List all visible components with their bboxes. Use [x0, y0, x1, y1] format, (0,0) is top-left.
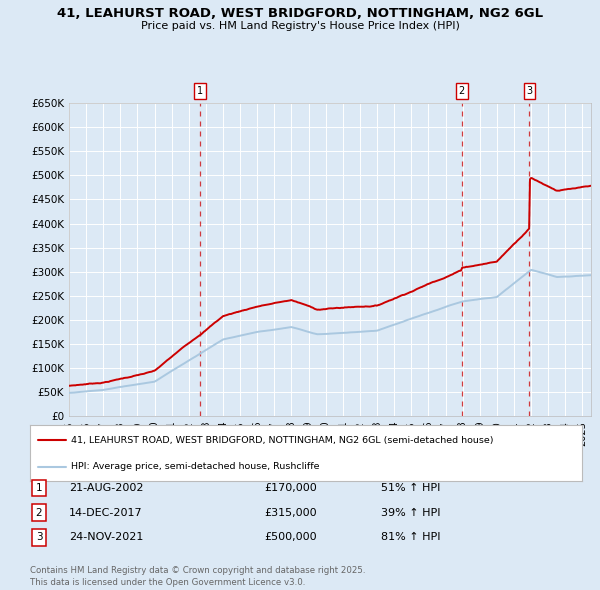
Text: HPI: Average price, semi-detached house, Rushcliffe: HPI: Average price, semi-detached house,…: [71, 463, 320, 471]
Text: 21-AUG-2002: 21-AUG-2002: [69, 483, 143, 493]
Text: 24-NOV-2021: 24-NOV-2021: [69, 533, 143, 542]
Text: 41, LEAHURST ROAD, WEST BRIDGFORD, NOTTINGHAM, NG2 6GL (semi-detached house): 41, LEAHURST ROAD, WEST BRIDGFORD, NOTTI…: [71, 436, 494, 445]
Text: £315,000: £315,000: [264, 508, 317, 517]
Text: Contains HM Land Registry data © Crown copyright and database right 2025.
This d: Contains HM Land Registry data © Crown c…: [30, 566, 365, 587]
Text: 2: 2: [35, 508, 43, 517]
Text: 41, LEAHURST ROAD, WEST BRIDGFORD, NOTTINGHAM, NG2 6GL: 41, LEAHURST ROAD, WEST BRIDGFORD, NOTTI…: [57, 7, 543, 20]
Text: 51% ↑ HPI: 51% ↑ HPI: [381, 483, 440, 493]
Text: £500,000: £500,000: [264, 533, 317, 542]
Text: 1: 1: [197, 86, 203, 96]
Text: 3: 3: [35, 533, 43, 542]
Text: Price paid vs. HM Land Registry's House Price Index (HPI): Price paid vs. HM Land Registry's House …: [140, 21, 460, 31]
Text: £170,000: £170,000: [264, 483, 317, 493]
Text: 2: 2: [458, 86, 465, 96]
Text: 81% ↑ HPI: 81% ↑ HPI: [381, 533, 440, 542]
Text: 3: 3: [526, 86, 532, 96]
Text: 39% ↑ HPI: 39% ↑ HPI: [381, 508, 440, 517]
Text: 14-DEC-2017: 14-DEC-2017: [69, 508, 143, 517]
Text: 1: 1: [35, 483, 43, 493]
